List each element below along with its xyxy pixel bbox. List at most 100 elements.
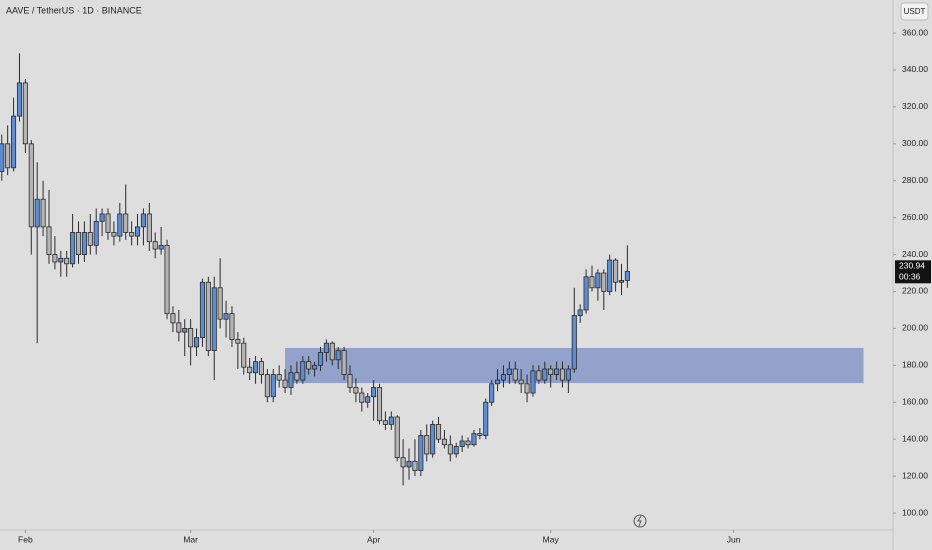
candle-body — [241, 342, 247, 368]
candle-body — [99, 213, 105, 222]
candle-body — [5, 143, 11, 169]
candle-body — [559, 368, 566, 381]
candle-body — [58, 257, 64, 263]
candle-body — [16, 82, 23, 117]
candle-body — [536, 370, 542, 381]
candle-body — [406, 460, 412, 468]
candle-body — [22, 82, 28, 145]
candle-body — [495, 379, 501, 385]
candle-body — [312, 364, 318, 370]
candle-body — [565, 368, 571, 381]
candle-body — [217, 287, 223, 320]
candle-body — [129, 232, 135, 237]
candle-body — [75, 232, 82, 255]
candle-body — [158, 244, 164, 250]
candle-body — [123, 213, 129, 233]
candle-body — [382, 420, 388, 425]
candle-body — [300, 361, 306, 381]
candle-body — [282, 379, 288, 388]
icon-bolt[interactable] — [637, 515, 642, 527]
x-tick-label: Mar — [183, 534, 198, 544]
candle-body — [111, 232, 117, 237]
candle-body — [146, 213, 152, 243]
candle-body — [276, 374, 282, 381]
candle-body — [489, 383, 495, 403]
candle-body — [335, 350, 341, 361]
candle-body — [64, 257, 70, 265]
candle-body — [388, 416, 394, 425]
y-tick-label: 220.00 — [902, 286, 928, 296]
candle-body — [176, 322, 182, 333]
candle-body — [359, 392, 365, 403]
replay-icon[interactable] — [633, 514, 647, 528]
y-tick-label: 240.00 — [902, 249, 928, 259]
candle-body — [40, 198, 46, 228]
y-tick-label: 340.00 — [902, 64, 928, 74]
y-tick-label: 360.00 — [902, 27, 928, 37]
candle-body — [554, 368, 560, 375]
candle-body — [11, 115, 17, 169]
candle-body — [253, 361, 259, 374]
candle-body — [571, 315, 577, 370]
candle-body — [589, 276, 595, 289]
candle-body — [400, 457, 406, 468]
candle-body — [483, 401, 489, 436]
x-tick-label: Apr — [367, 534, 380, 544]
candle-body — [412, 460, 418, 471]
candle-body — [294, 372, 300, 381]
candle-body — [607, 259, 613, 292]
candle-body — [329, 342, 335, 361]
candle-body — [34, 198, 40, 228]
currency-box[interactable] — [900, 2, 929, 21]
y-tick-label: 320.00 — [902, 101, 928, 111]
candle-body — [223, 313, 229, 320]
candle-body — [436, 424, 442, 440]
x-tick-label: Feb — [18, 534, 33, 544]
candle-body — [477, 433, 483, 436]
y-tick-label: 100.00 — [902, 507, 928, 517]
candle-body — [447, 444, 453, 455]
candle-body — [365, 396, 371, 403]
candle-body — [182, 328, 188, 333]
icon-ring[interactable] — [633, 514, 647, 528]
last-price-label: 230.94 — [899, 261, 925, 271]
countdown-label: 00:36 — [899, 272, 921, 282]
candle-body — [229, 313, 235, 340]
candle-body — [583, 276, 589, 311]
y-tick-label: 180.00 — [902, 360, 928, 370]
candle-body — [93, 220, 99, 246]
candle-body — [518, 379, 524, 385]
y-tick-label: 200.00 — [902, 323, 928, 333]
candle-body — [424, 435, 430, 455]
candle-body — [28, 143, 34, 228]
candle-body — [81, 232, 87, 255]
candle-body — [70, 232, 76, 265]
candle-body — [264, 374, 270, 398]
candle-body — [46, 226, 52, 255]
currency-label[interactable]: USDT — [904, 7, 926, 16]
candle-body — [394, 416, 400, 459]
last-price-box — [895, 260, 931, 284]
candle-body — [353, 387, 359, 394]
candle-body — [371, 387, 377, 398]
y-tick-label: 160.00 — [902, 397, 928, 407]
candle-body — [341, 350, 347, 375]
candle-body — [117, 213, 123, 237]
x-tick-label: May — [543, 534, 560, 544]
candle-body — [601, 272, 607, 292]
candle-body — [595, 272, 601, 289]
candle-body — [347, 374, 353, 388]
candle-body — [134, 226, 141, 237]
candle-body — [247, 366, 253, 374]
candle-body — [430, 424, 436, 455]
candle-body — [0, 143, 5, 172]
candle-body — [323, 342, 329, 353]
y-tick-label: 260.00 — [902, 212, 928, 222]
y-tick-label: 280.00 — [902, 175, 928, 185]
candle-body — [306, 361, 312, 370]
candle-body — [548, 368, 554, 375]
candle-body — [199, 281, 205, 339]
candle-body — [188, 328, 194, 348]
candle-body — [618, 280, 625, 283]
